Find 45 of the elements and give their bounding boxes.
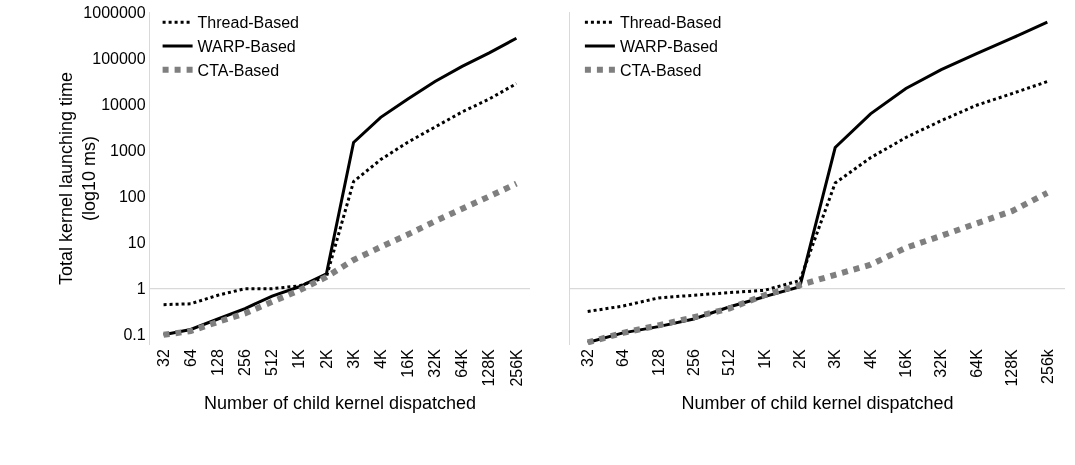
y-tick-label: 1000000 xyxy=(83,3,146,21)
x-axis-title: Number of child kernel dispatched xyxy=(681,392,954,413)
x-tick-label: 128 xyxy=(209,349,227,376)
x-tick-label: 3K xyxy=(344,348,362,369)
y-tick-label: 100 xyxy=(118,188,146,206)
x-tick-label: 64 xyxy=(181,349,199,367)
x-tick-label: 1K xyxy=(290,348,308,369)
x-tick-label: 16K xyxy=(897,348,915,378)
x-tick-label: 512 xyxy=(263,349,281,376)
x-tick-label: 64K xyxy=(967,348,985,378)
legend-label: CTA-Based xyxy=(619,62,702,80)
x-tick-label: 4K xyxy=(371,348,389,369)
x-tick-label: 4K xyxy=(861,348,879,369)
x-tick-label: 128 xyxy=(649,349,667,376)
x-tick-label: 32K xyxy=(932,348,950,378)
x-tick-label: 64 xyxy=(614,349,632,367)
x-tick-label: 128K xyxy=(1003,348,1021,387)
y-tick-label: 1 xyxy=(136,280,146,298)
x-tick-label: 16K xyxy=(399,348,417,378)
x-tick-label: 64K xyxy=(453,348,471,378)
x-tick-label: 2K xyxy=(791,348,809,369)
legend-label: CTA-Based xyxy=(197,62,280,80)
x-tick-label: 1K xyxy=(755,348,773,369)
x-axis-title: Number of child kernel dispatched xyxy=(203,392,477,413)
x-tick-label: 512 xyxy=(720,349,738,376)
y-tick-label: 100000 xyxy=(92,49,146,67)
legend-label: WARP-Based xyxy=(197,38,296,56)
legend-label: Thread-Based xyxy=(197,14,299,32)
legend-label: Thread-Based xyxy=(619,14,722,32)
x-tick-label: 256 xyxy=(684,349,702,376)
x-tick-label: 256 xyxy=(236,349,254,376)
x-tick-label: 2K xyxy=(317,348,335,369)
y-tick-label: 0.1 xyxy=(123,326,146,344)
x-tick-label: 3K xyxy=(826,348,844,369)
legend-label: WARP-Based xyxy=(619,38,719,56)
x-tick-label: 32 xyxy=(578,349,596,367)
y-tick-label: 10000 xyxy=(101,95,146,113)
x-tick-label: 256K xyxy=(507,348,525,387)
x-tick-label: 128K xyxy=(480,348,498,387)
y-tick-label: 1000 xyxy=(110,141,146,159)
x-tick-label: 32 xyxy=(154,349,172,367)
y-axis-title: Total kernel launching time (log10 ms) xyxy=(55,71,100,286)
y-tick-label: 10 xyxy=(127,234,146,252)
x-tick-label: 32K xyxy=(426,348,444,378)
x-tick-label: 256k xyxy=(1038,348,1056,384)
